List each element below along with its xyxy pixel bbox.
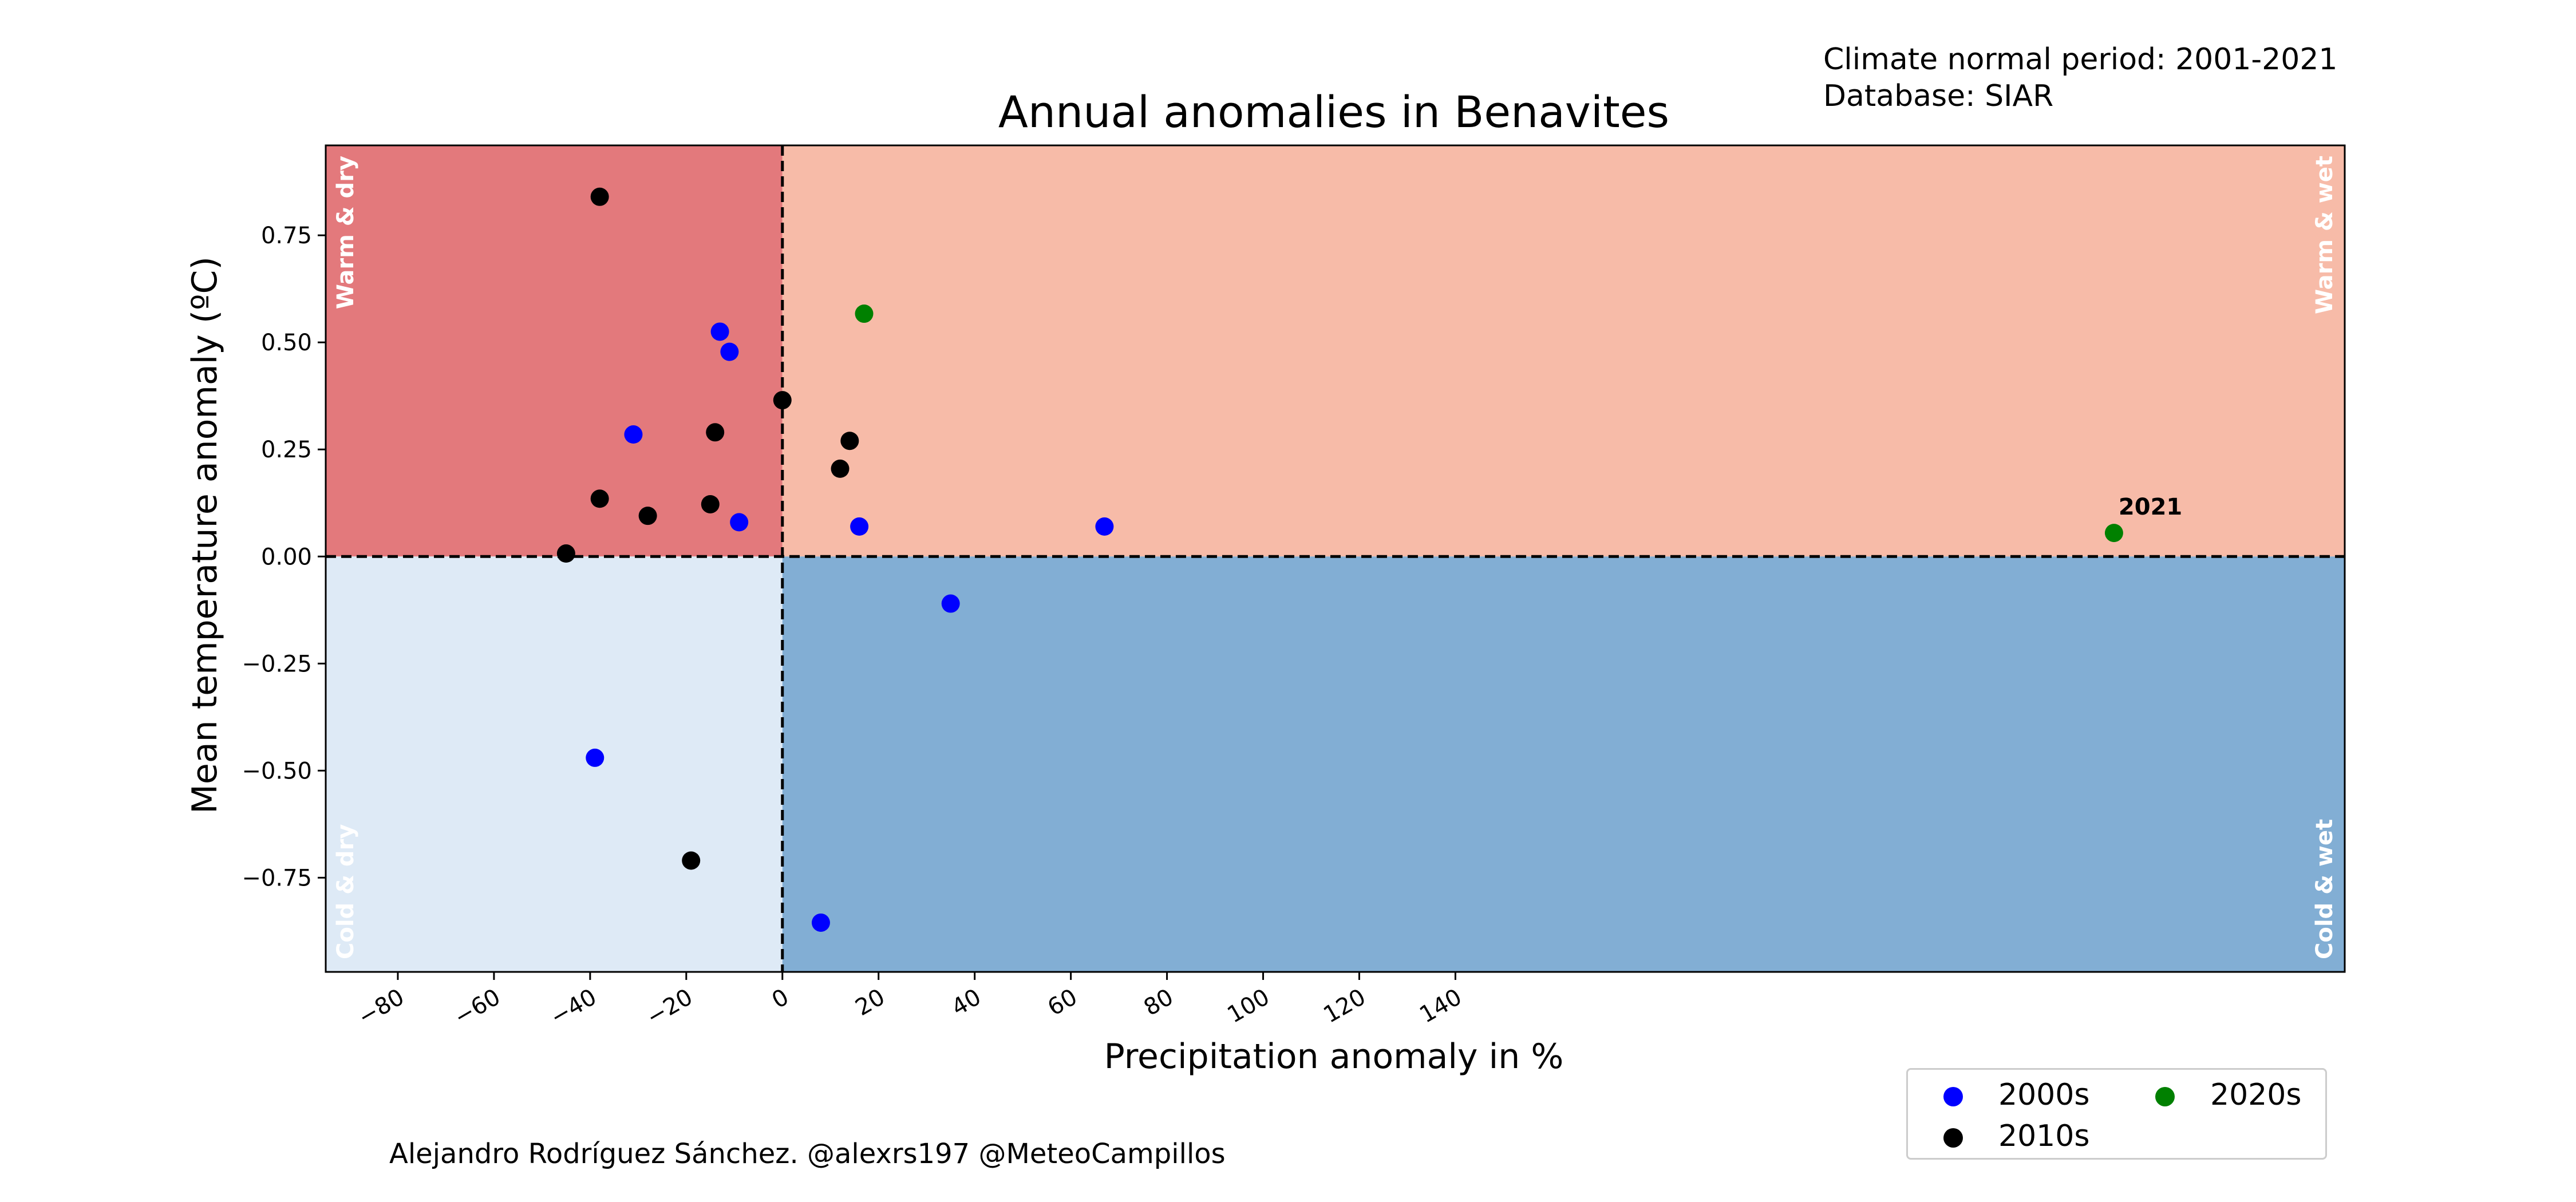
legend-label-2000s: 2000s: [1998, 1078, 2090, 1112]
data-point-2000s-0: [710, 322, 729, 341]
x-tick-label--20: −20: [642, 984, 697, 1031]
quadrant-label-warm-wet: Warm & wet: [2312, 156, 2338, 314]
legend-marker-2020s: [2155, 1087, 2175, 1106]
data-point-2010s-5: [590, 489, 609, 508]
x-tick-label-20: 20: [851, 984, 890, 1021]
author-credit: Alejandro Rodríguez Sánchez. @alexrs197 …: [389, 1138, 1226, 1170]
y-tick-label--0.75: −0.75: [242, 865, 312, 891]
plot-frame: [325, 144, 2346, 973]
x-tick-label-80: 80: [1139, 984, 1178, 1021]
legend-marker-2000s: [1943, 1087, 1963, 1106]
data-point-2010s-3: [840, 432, 859, 450]
data-point-2000s-5: [1095, 517, 1114, 536]
x-tick-label--60: −60: [450, 984, 505, 1031]
x-tick-label-100: 100: [1223, 984, 1274, 1029]
y-tick-label-0.25: 0.25: [261, 437, 312, 463]
data-point-2010s-4: [831, 459, 850, 478]
quadrant-warm-dry: [326, 145, 783, 557]
x-tick-label--80: −80: [354, 984, 409, 1031]
legend-label-2020s: 2020s: [2210, 1078, 2302, 1112]
y-axis-ticks: −0.75 −0.50 −0.25 0.00 0.25 0.50 0.75: [242, 223, 326, 891]
data-points: 2021: [556, 187, 2182, 932]
quadrant-warm-wet: [782, 145, 2345, 557]
legend-marker-2010s: [1943, 1128, 1963, 1148]
legend-item-2010s: 2010s: [1943, 1119, 2089, 1153]
quadrant-labels: Warm & dry Warm & wet Cold & dry Cold & wet: [333, 156, 2338, 959]
data-point-2000s-2: [624, 425, 643, 444]
x-axis-label: Precipitation anomaly in %: [1104, 1037, 1564, 1077]
x-tick-label-60: 60: [1044, 984, 1082, 1021]
x-tick-label--40: −40: [546, 984, 601, 1031]
x-tick-label-140: 140: [1415, 984, 1466, 1029]
y-tick-label-0: 0.00: [261, 544, 312, 570]
data-point-2000s-7: [586, 748, 605, 767]
data-point-2000s-8: [811, 913, 830, 932]
quadrant-backgrounds: [326, 145, 2345, 972]
data-point-2000s-6: [941, 594, 960, 613]
data-point-2010s-8: [556, 544, 575, 563]
normal-period-note: Climate normal period: 2001-2021: [1823, 42, 2338, 77]
x-tick-label-120: 120: [1319, 984, 1370, 1029]
quadrant-cold-wet: [782, 556, 2345, 972]
legend-item-2000s: 2000s: [1943, 1078, 2089, 1112]
quadrant-cold-dry: [326, 556, 783, 972]
y-axis-label: Mean temperature anomaly (ºC): [185, 256, 225, 814]
data-point-2020s-0: [855, 305, 874, 323]
x-tick-label-0: 0: [768, 984, 793, 1014]
y-tick-label--0.5: −0.50: [242, 758, 312, 784]
data-point-2000s-1: [720, 342, 739, 361]
quadrant-label-warm-dry: Warm & dry: [333, 156, 359, 309]
y-tick-label-0.75: 0.75: [261, 223, 312, 249]
chart-title: Annual anomalies in Benavites: [998, 86, 1669, 137]
y-tick-label--0.25: −0.25: [242, 651, 312, 677]
data-point-2010s-0: [590, 187, 609, 206]
legend-item-2020s: 2020s: [2155, 1078, 2301, 1112]
x-tick-label-40: 40: [947, 984, 986, 1021]
data-point-2010s-2: [706, 423, 725, 442]
data-point-2010s-7: [638, 507, 657, 525]
database-note: Database: SIAR: [1823, 79, 2054, 113]
legend-label-2010s: 2010s: [1998, 1119, 2090, 1153]
data-point-2010s-1: [773, 391, 792, 410]
data-point-2020s-1: [2104, 524, 2123, 543]
data-point-2000s-3: [730, 513, 749, 532]
reference-lines: [326, 145, 2345, 972]
data-point-2010s-6: [701, 495, 720, 513]
quadrant-label-cold-wet: Cold & wet: [2312, 819, 2338, 959]
x-axis-ticks: −80 −60 −40 −20 0 20 40 60 80 100 120 140: [354, 972, 1466, 1031]
data-point-2010s-9: [682, 851, 701, 870]
quadrant-label-cold-dry: Cold & dry: [333, 824, 359, 959]
data-label-2021: 2021: [2119, 494, 2182, 520]
y-tick-label-0.5: 0.50: [261, 330, 312, 356]
legend: 2000s 2010s 2020s: [1906, 1068, 2327, 1160]
data-point-2000s-4: [850, 517, 869, 536]
